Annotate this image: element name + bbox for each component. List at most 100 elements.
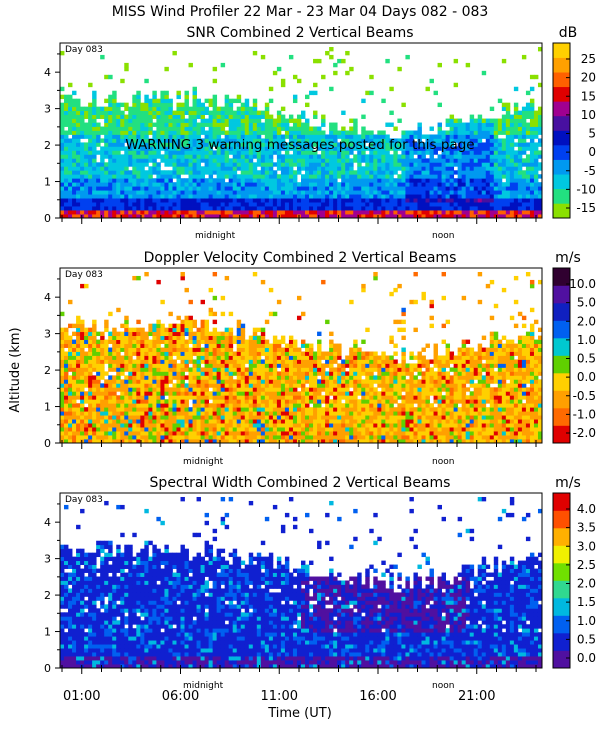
heatmap-cell (108, 431, 113, 436)
heatmap-cell (116, 198, 121, 203)
heatmap-cell (309, 170, 314, 175)
heatmap-cell (96, 359, 101, 364)
heatmap-cell (292, 210, 298, 215)
heatmap-cell (76, 375, 81, 380)
heatmap-cell (509, 206, 515, 211)
heatmap-cell (88, 174, 93, 179)
heatmap-cell (152, 343, 157, 348)
heatmap-cell (172, 391, 177, 396)
heatmap-cell (120, 194, 125, 199)
heatmap-cell (240, 423, 246, 428)
heatmap-cell (381, 194, 386, 199)
heatmap-cell (429, 154, 434, 159)
heatmap-cell (525, 170, 531, 175)
heatmap-cell (284, 162, 290, 167)
heatmap-cell (369, 166, 374, 171)
heatmap-cell (429, 202, 434, 207)
heatmap-cell (236, 391, 242, 396)
heatmap-cell (321, 190, 326, 195)
heatmap-cell (284, 206, 290, 211)
heatmap-cell (345, 174, 350, 179)
heatmap-cell (521, 162, 527, 167)
heatmap-cell (188, 415, 193, 420)
heatmap-cell (132, 210, 137, 215)
heatmap-cell (156, 359, 161, 364)
heatmap-cell (176, 367, 181, 372)
heatmap-cell (441, 210, 446, 215)
heatmap-cell (481, 182, 487, 187)
heatmap-cell (212, 387, 218, 392)
heatmap-cell (272, 150, 278, 155)
heatmap-cell (176, 355, 181, 360)
heatmap-cell (104, 138, 109, 143)
heatmap-cell (100, 335, 105, 340)
heatmap-cell (240, 419, 246, 424)
heatmap-cell (236, 439, 242, 444)
heatmap-cell (284, 126, 290, 131)
heatmap-cell (108, 339, 113, 344)
heatmap-cell (160, 407, 165, 412)
heatmap-cell (244, 415, 250, 420)
heatmap-cell (68, 122, 73, 127)
heatmap-cell (301, 174, 306, 179)
heatmap-cell (148, 98, 153, 104)
heatmap-cell (116, 178, 121, 183)
heatmap-cell (168, 423, 173, 428)
heatmap-cell (144, 383, 149, 388)
heatmap-cell (272, 423, 278, 428)
heatmap-cell (437, 130, 442, 135)
heatmap-cell (216, 423, 222, 428)
heatmap-cell (156, 327, 161, 333)
heatmap-cell (529, 74, 535, 80)
heatmap-cell (88, 411, 93, 416)
heatmap-cell (224, 98, 230, 104)
heatmap-cell (220, 158, 226, 163)
heatmap-cell (188, 383, 193, 388)
heatmap-cell (240, 174, 246, 179)
heatmap-cell (196, 186, 201, 191)
heatmap-cell (513, 166, 519, 171)
heatmap-cell (369, 158, 374, 163)
heatmap-cell (64, 367, 69, 372)
heatmap-cell (477, 186, 483, 191)
heatmap-cell (349, 202, 354, 207)
heatmap-cell (100, 182, 105, 187)
heatmap-cell (228, 427, 234, 432)
heatmap-cell (128, 355, 133, 360)
heatmap-cell (64, 327, 69, 333)
heatmap-cell (405, 202, 410, 207)
heatmap-cell (268, 142, 274, 147)
heatmap-cell (116, 162, 121, 167)
heatmap-cell (160, 355, 165, 360)
heatmap-cell (208, 170, 214, 175)
heatmap-cell (192, 166, 197, 171)
heatmap-cell (469, 174, 475, 179)
heatmap-cell (84, 214, 89, 219)
heatmap-cell (136, 383, 141, 388)
heatmap-cell (220, 355, 226, 360)
heatmap-cell (104, 399, 109, 404)
heatmap-cell (224, 210, 230, 215)
heatmap-cell (144, 331, 149, 337)
heatmap-cell (132, 415, 137, 420)
heatmap-cell (156, 419, 161, 424)
heatmap-cell (136, 170, 141, 175)
heatmap-cell (200, 106, 205, 112)
heatmap-cell (136, 118, 141, 123)
heatmap-cell (493, 178, 499, 183)
heatmap-cell (509, 114, 515, 119)
heatmap-cell (276, 339, 282, 344)
heatmap-cell (172, 142, 177, 147)
heatmap-cell (60, 198, 65, 203)
heatmap-cell (505, 202, 511, 207)
heatmap-cell (188, 347, 193, 352)
heatmap-cell (88, 202, 93, 207)
heatmap-cell (264, 178, 270, 183)
heatmap-cell (120, 379, 125, 384)
heatmap-cell (208, 427, 214, 432)
heatmap-cell (76, 178, 81, 183)
heatmap-cell (196, 399, 201, 404)
heatmap-cell (156, 194, 161, 199)
heatmap-cell (509, 122, 515, 127)
heatmap-cell (84, 158, 89, 163)
